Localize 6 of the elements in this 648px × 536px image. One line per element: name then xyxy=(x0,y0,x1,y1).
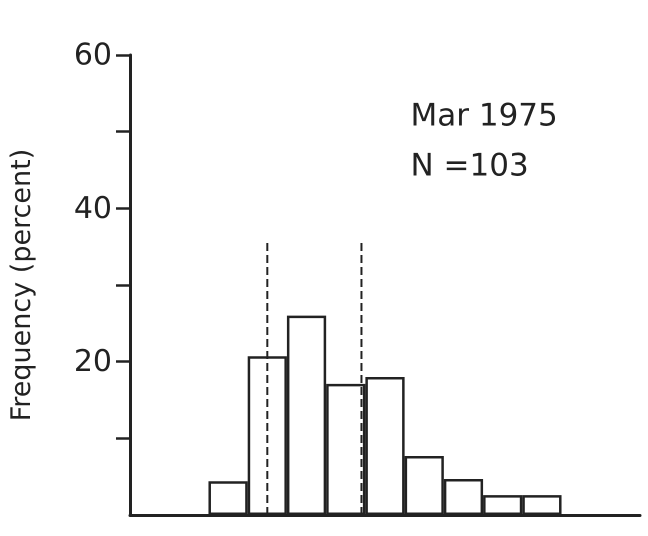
y-tick-label: 60 xyxy=(74,38,112,72)
annotation: N =103 xyxy=(410,148,529,184)
y-tick-label: 20 xyxy=(74,344,112,380)
y-axis-title: Frequency (percent) xyxy=(6,148,37,422)
annotation: Mar 1975 xyxy=(410,98,558,134)
y-tick-label: 40 xyxy=(74,190,112,226)
